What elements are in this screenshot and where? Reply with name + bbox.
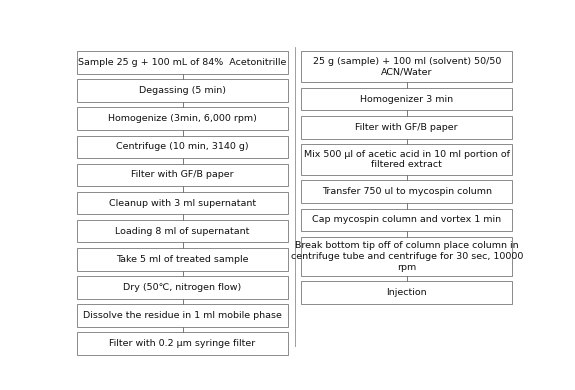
- Bar: [77, 164, 288, 186]
- Bar: [77, 51, 288, 74]
- Text: Cap mycospin column and vortex 1 min: Cap mycospin column and vortex 1 min: [312, 215, 501, 224]
- Text: Homogenizer 3 min: Homogenizer 3 min: [360, 95, 453, 104]
- Bar: [77, 108, 288, 130]
- Text: Dissolve the residue in 1 ml mobile phase: Dissolve the residue in 1 ml mobile phas…: [83, 311, 282, 320]
- Text: 25 g (sample) + 100 ml (solvent) 50/50
ACN/Water: 25 g (sample) + 100 ml (solvent) 50/50 A…: [313, 57, 501, 77]
- Text: Cleanup with 3 ml supernatant: Cleanup with 3 ml supernatant: [109, 199, 256, 207]
- Bar: [77, 220, 288, 243]
- Text: Sample 25 g + 100 mL of 84%  Acetonitrille: Sample 25 g + 100 mL of 84% Acetonitrill…: [78, 58, 287, 67]
- Text: Injection: Injection: [386, 288, 427, 297]
- Text: Centrifuge (10 min, 3140 g): Centrifuge (10 min, 3140 g): [116, 142, 249, 151]
- Bar: [77, 276, 288, 299]
- Text: Mix 500 μl of acetic acid in 10 ml portion of
filtered extract: Mix 500 μl of acetic acid in 10 ml porti…: [304, 150, 510, 169]
- Text: Dry (50℃, nitrogen flow): Dry (50℃, nitrogen flow): [124, 283, 242, 292]
- Bar: [77, 80, 288, 102]
- Bar: [301, 88, 512, 110]
- Bar: [301, 282, 512, 304]
- Bar: [301, 116, 512, 138]
- Text: Homogenize (3min, 6,000 rpm): Homogenize (3min, 6,000 rpm): [108, 114, 257, 123]
- Bar: [301, 237, 512, 276]
- Bar: [77, 192, 288, 214]
- Bar: [77, 248, 288, 271]
- Text: Break bottom tip off of column place column in
centrifuge tube and centrifuge fo: Break bottom tip off of column place col…: [290, 241, 523, 271]
- Bar: [77, 332, 288, 355]
- Text: Filter with GF/B paper: Filter with GF/B paper: [355, 123, 458, 132]
- Bar: [77, 136, 288, 158]
- Text: Transfer 750 ul to mycospin column: Transfer 750 ul to mycospin column: [322, 187, 492, 196]
- Text: Filter with 0.2 μm syringe filter: Filter with 0.2 μm syringe filter: [109, 339, 256, 348]
- Text: Take 5 ml of treated sample: Take 5 ml of treated sample: [116, 255, 249, 264]
- Bar: [301, 51, 512, 82]
- Text: Filter with GF/B paper: Filter with GF/B paper: [131, 170, 234, 179]
- Text: Degassing (5 min): Degassing (5 min): [139, 86, 226, 95]
- Text: Loading 8 ml of supernatant: Loading 8 ml of supernatant: [116, 227, 250, 236]
- Bar: [301, 144, 512, 175]
- Bar: [77, 304, 288, 327]
- Bar: [301, 209, 512, 231]
- Bar: [301, 181, 512, 203]
